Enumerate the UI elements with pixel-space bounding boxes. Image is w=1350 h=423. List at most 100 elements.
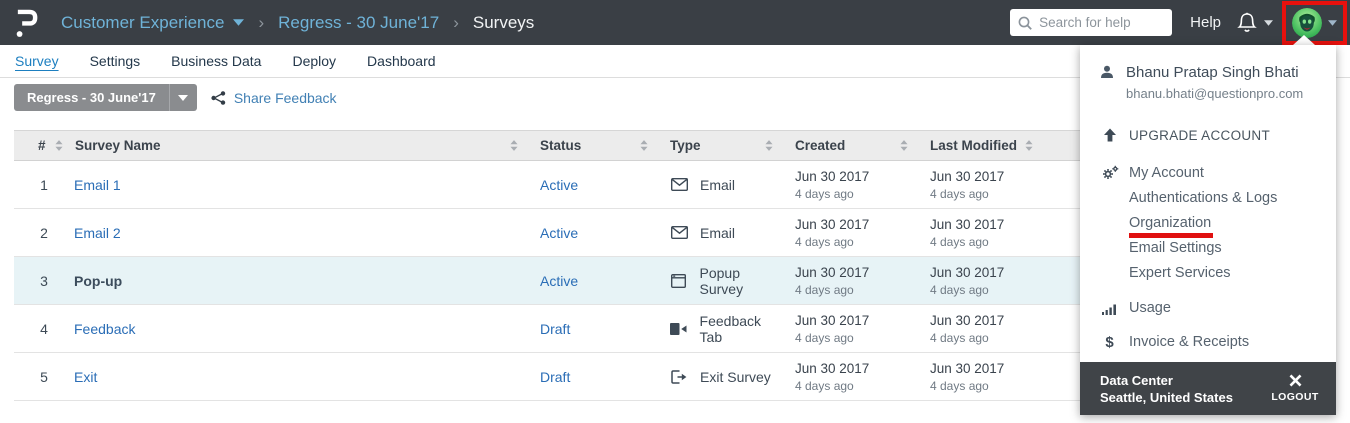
survey-name-link[interactable]: Exit bbox=[74, 368, 98, 385]
breadcrumb-current-page: Surveys bbox=[472, 12, 535, 32]
annotation-avatar-highlight bbox=[1282, 0, 1347, 45]
menu-item-usage[interactable]: Usage bbox=[1080, 295, 1336, 321]
column-header-created[interactable]: Created bbox=[785, 130, 920, 161]
tab-survey[interactable]: Survey bbox=[15, 53, 59, 69]
email-icon bbox=[670, 226, 688, 239]
usage-chart-icon bbox=[1100, 302, 1119, 315]
created-date: Jun 30 2017 bbox=[795, 360, 870, 376]
modified-relative: 4 days ago bbox=[930, 234, 989, 249]
menu-item-expert-services[interactable]: Expert Services bbox=[1080, 260, 1336, 285]
help-link[interactable]: Help bbox=[1190, 14, 1221, 31]
sort-icon[interactable] bbox=[54, 140, 63, 151]
menu-item-authentications-logs[interactable]: Authentications & Logs bbox=[1080, 185, 1336, 210]
chevron-down-icon bbox=[233, 19, 245, 26]
modified-relative: 4 days ago bbox=[930, 378, 989, 393]
user-avatar[interactable] bbox=[1292, 7, 1322, 38]
header-right: Help bbox=[1010, 0, 1350, 45]
tab-settings[interactable]: Settings bbox=[89, 53, 141, 69]
menu-item-organization[interactable]: Organization bbox=[1080, 210, 1336, 238]
created-date: Jun 30 2017 bbox=[795, 168, 870, 184]
created-relative: 4 days ago bbox=[795, 378, 854, 393]
survey-name-link[interactable]: Pop-up bbox=[74, 272, 123, 289]
sort-icon[interactable] bbox=[510, 140, 518, 151]
column-header-last-modified[interactable]: Last Modified bbox=[920, 130, 1045, 161]
menu-item-label: UPGRADE ACCOUNT bbox=[1129, 127, 1271, 143]
share-feedback-label: Share Feedback bbox=[233, 89, 337, 106]
upgrade-arrow-icon bbox=[1100, 128, 1119, 142]
breadcrumb-separator: › bbox=[258, 12, 265, 32]
email-icon bbox=[670, 178, 688, 191]
created-relative: 4 days ago bbox=[795, 186, 854, 201]
gears-icon bbox=[1100, 165, 1119, 181]
survey-type-label: Exit Survey bbox=[700, 368, 771, 385]
row-number: 1 bbox=[14, 160, 74, 209]
user-icon bbox=[1100, 65, 1115, 79]
column-label: Created bbox=[795, 138, 846, 153]
survey-type-label: Email bbox=[700, 176, 736, 193]
created-cell: Jun 30 2017 4 days ago bbox=[785, 208, 920, 257]
popup-icon bbox=[670, 273, 688, 288]
survey-name-link[interactable]: Email 1 bbox=[74, 176, 121, 193]
menu-item-upgrade-account[interactable]: UPGRADE ACCOUNT bbox=[1080, 122, 1336, 148]
survey-selector-button[interactable]: Regress - 30 June'17 bbox=[14, 84, 197, 111]
share-feedback-button[interactable]: Share Feedback bbox=[211, 90, 337, 106]
modified-date: Jun 30 2017 bbox=[930, 168, 1005, 184]
survey-name-link[interactable]: Feedback bbox=[74, 320, 136, 337]
data-center-title: Data Center bbox=[1100, 372, 1173, 388]
survey-status: Active bbox=[530, 256, 660, 305]
bell-icon bbox=[1237, 12, 1257, 34]
menu-item-my-account[interactable]: My Account bbox=[1080, 160, 1336, 185]
notifications-button[interactable] bbox=[1237, 12, 1273, 34]
chevron-down-icon bbox=[1264, 19, 1273, 26]
tab-business-data[interactable]: Business Data bbox=[171, 53, 262, 69]
modified-relative: 4 days ago bbox=[930, 330, 989, 345]
breadcrumb-survey-link[interactable]: Regress - 30 June'17 bbox=[278, 12, 440, 32]
sort-icon[interactable] bbox=[765, 140, 773, 151]
data-center-location: Seattle, United States bbox=[1100, 389, 1233, 405]
column-label: Survey Name bbox=[75, 138, 161, 153]
menu-item-invoice-receipts[interactable]: $ Invoice & Receipts bbox=[1080, 329, 1336, 355]
product-selector[interactable]: Customer Experience bbox=[61, 13, 245, 33]
survey-status: Active bbox=[530, 208, 660, 257]
chevron-down-icon[interactable] bbox=[170, 84, 197, 111]
search-input[interactable] bbox=[1039, 15, 1165, 30]
sort-icon[interactable] bbox=[1025, 140, 1033, 151]
column-header-survey-name[interactable]: Survey Name bbox=[74, 130, 530, 161]
sort-icon[interactable] bbox=[900, 140, 908, 151]
questionpro-logo-icon[interactable] bbox=[14, 6, 39, 39]
menu-item-label: Email Settings bbox=[1129, 239, 1222, 256]
row-number: 5 bbox=[14, 352, 74, 401]
survey-status: Active bbox=[530, 160, 660, 209]
modified-cell: Jun 30 2017 4 days ago bbox=[920, 160, 1045, 209]
row-number: 2 bbox=[14, 208, 74, 257]
share-icon bbox=[211, 90, 226, 105]
modified-cell: Jun 30 2017 4 days ago bbox=[920, 352, 1045, 401]
dollar-icon: $ bbox=[1105, 333, 1114, 351]
breadcrumb-separator: › bbox=[453, 12, 459, 32]
column-header-type[interactable]: Type bbox=[660, 130, 785, 161]
logout-button[interactable]: LOGOUT bbox=[1260, 374, 1336, 403]
user-name: Bhanu Pratap Singh Bhati bbox=[1126, 63, 1299, 81]
survey-selector-label: Regress - 30 June'17 bbox=[14, 84, 170, 111]
column-label: Status bbox=[540, 138, 582, 153]
column-header-number[interactable]: # bbox=[14, 130, 74, 161]
created-cell: Jun 30 2017 4 days ago bbox=[785, 256, 920, 305]
survey-status: Draft bbox=[530, 304, 660, 353]
created-relative: 4 days ago bbox=[795, 234, 854, 249]
survey-name-link[interactable]: Email 2 bbox=[74, 224, 121, 241]
column-label: Type bbox=[670, 138, 701, 153]
tab-deploy[interactable]: Deploy bbox=[292, 53, 337, 69]
sort-icon[interactable] bbox=[640, 140, 648, 151]
modified-date: Jun 30 2017 bbox=[930, 264, 1005, 280]
top-header: Customer Experience › Regress - 30 June'… bbox=[0, 0, 1350, 45]
tab-dashboard[interactable]: Dashboard bbox=[367, 53, 436, 69]
modified-date: Jun 30 2017 bbox=[930, 312, 1005, 328]
modified-date: Jun 30 2017 bbox=[930, 360, 1005, 376]
table-row[interactable]: 4 Feedback Draft Feedback Tab Jun 30 201… bbox=[14, 304, 1336, 353]
modified-cell: Jun 30 2017 4 days ago bbox=[920, 256, 1045, 305]
close-icon bbox=[1289, 374, 1302, 387]
column-header-status[interactable]: Status bbox=[530, 130, 660, 161]
menu-item-email-settings[interactable]: Email Settings bbox=[1080, 235, 1336, 260]
chevron-down-icon[interactable] bbox=[1328, 19, 1337, 26]
user-dropdown-menu: Bhanu Pratap Singh Bhati bhanu.bhati@que… bbox=[1080, 45, 1336, 415]
